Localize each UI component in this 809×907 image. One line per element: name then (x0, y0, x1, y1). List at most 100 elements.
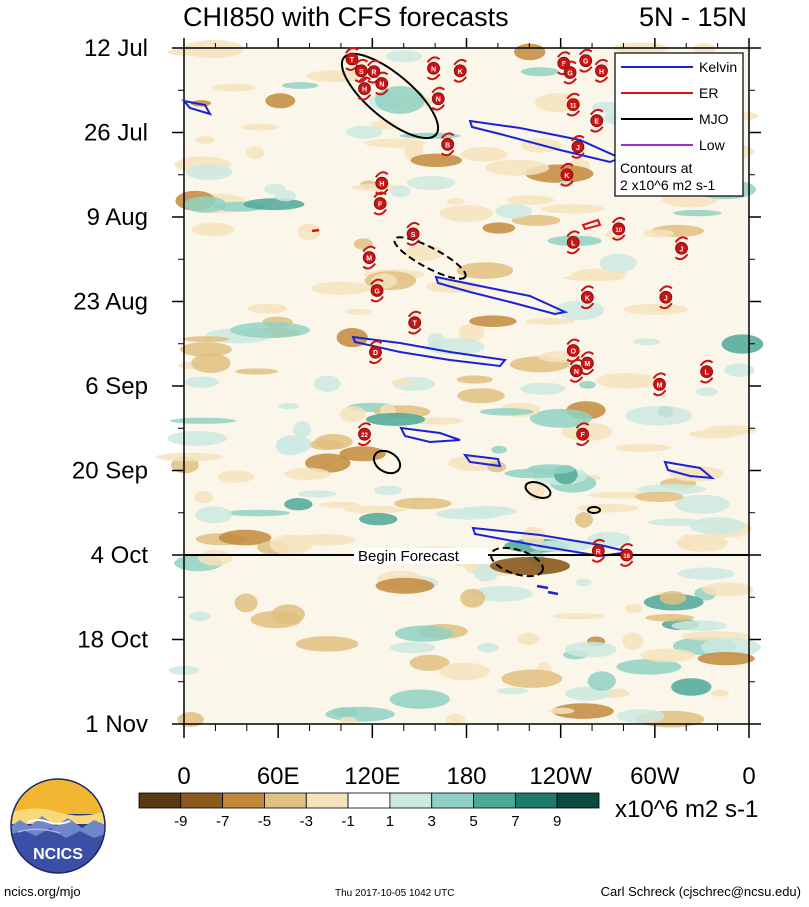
storm-circle (373, 197, 387, 210)
storm-label: H (362, 87, 367, 94)
storm-label: R (596, 549, 601, 556)
storm-arm (594, 76, 609, 83)
anomaly-patch (700, 637, 761, 657)
storm-label: K (585, 295, 590, 302)
storm-arm (580, 351, 594, 358)
storm-arm (566, 247, 581, 255)
storm-circle (560, 168, 574, 182)
anomaly-patch (552, 613, 604, 620)
anomaly-patch (633, 338, 660, 346)
anomaly-patch (274, 190, 297, 202)
storm-label: 11 (570, 104, 577, 110)
colorbar-swatch (264, 792, 307, 809)
storm-marker: 11 (566, 92, 581, 117)
storm-label: G (583, 59, 589, 66)
storm-circle (591, 544, 605, 558)
x-tick-label: 180 (446, 763, 486, 790)
colorbar-swatch (556, 792, 600, 809)
y-tick-label: 26 Jul (84, 120, 148, 147)
legend-note-line1: Contours at (620, 160, 692, 176)
storm-marker: H (357, 76, 372, 101)
storm-circle (431, 92, 445, 106)
y-tick-label: 23 Aug (73, 289, 148, 316)
storm-label: N (431, 66, 436, 73)
anomaly-patch (458, 323, 485, 343)
anomaly-patch (314, 434, 353, 450)
anomaly-patch (520, 382, 566, 395)
colorbar-tick-label: 9 (553, 813, 561, 830)
storm-arm (611, 216, 626, 224)
y-tick-label: 12 Jul (84, 35, 148, 62)
storm-label: K (564, 173, 569, 180)
anomaly-patch (724, 363, 755, 377)
anomaly-patch (456, 375, 493, 384)
storm-circle (408, 316, 422, 330)
anomaly-patch (460, 588, 486, 608)
anomaly-patch (295, 636, 359, 652)
storm-marker: M (580, 351, 595, 376)
anomaly-patch (671, 678, 712, 696)
storm-arm (406, 239, 420, 246)
anomaly-patch (389, 689, 450, 709)
anomaly-patch (394, 497, 452, 510)
storm-label: F (378, 201, 383, 208)
anomaly-patch (446, 713, 466, 726)
anomaly-patch (331, 707, 358, 717)
y-tick-label: 1 Nov (85, 711, 148, 738)
storm-marker: G (370, 278, 384, 303)
anomaly-patch (247, 303, 287, 314)
colorbar-swatch (473, 792, 516, 809)
anomaly-patch (526, 464, 575, 475)
storm-circle (579, 54, 593, 68)
anomaly-patch (635, 491, 684, 502)
anomaly-patch (576, 578, 592, 587)
anomaly-patch (339, 446, 387, 462)
legend-box (614, 52, 744, 197)
storm-label: S (359, 69, 364, 76)
storm-circle (659, 290, 673, 304)
storm-circle (406, 227, 420, 241)
storm-marker: D (368, 340, 383, 365)
storm-label: J (664, 295, 668, 302)
storm-arm (569, 358, 584, 366)
storm-label: N (436, 97, 441, 104)
storm-label: H (599, 69, 604, 76)
anomaly-patch (575, 512, 593, 528)
storm-arm (571, 152, 585, 159)
anomaly-patch (183, 196, 227, 213)
storm-arm (652, 372, 667, 379)
storm-arm (368, 340, 383, 347)
anomaly-patch (495, 203, 532, 219)
storm-circle (576, 427, 590, 441)
storm-circle (569, 364, 583, 378)
storm-arm (699, 359, 714, 367)
colorbar-swatch (431, 792, 474, 809)
anomaly-patch (456, 506, 517, 517)
anomaly-patch (696, 387, 718, 397)
storm-arm (659, 285, 673, 292)
storm-arm (362, 262, 376, 270)
storm-marker: J (571, 134, 585, 159)
storm-label: H (379, 181, 384, 188)
anomaly-patch (659, 591, 687, 605)
storm-arm (368, 357, 383, 365)
storm-arm (367, 59, 381, 67)
anomaly-patch (697, 652, 755, 666)
anomaly-patch (576, 503, 640, 513)
anomaly-patch (460, 146, 508, 162)
anomaly-patch (642, 229, 675, 238)
storm-marker: H (594, 58, 609, 83)
storm-arm (591, 538, 605, 546)
colorbar-tick-label: 7 (511, 813, 519, 830)
colorbar-tick-label: -9 (174, 813, 187, 830)
storm-circle (453, 64, 467, 78)
legend-label: ER (699, 85, 718, 101)
colorbar-swatch (305, 792, 349, 809)
anomaly-patch (616, 659, 682, 675)
mjo-contour-dashed (393, 236, 467, 280)
storm-marker: L (566, 230, 581, 255)
storm-arm (373, 208, 387, 216)
anomaly-patch (235, 368, 279, 375)
storm-arm (426, 56, 441, 63)
storm-marker: F (575, 422, 590, 447)
